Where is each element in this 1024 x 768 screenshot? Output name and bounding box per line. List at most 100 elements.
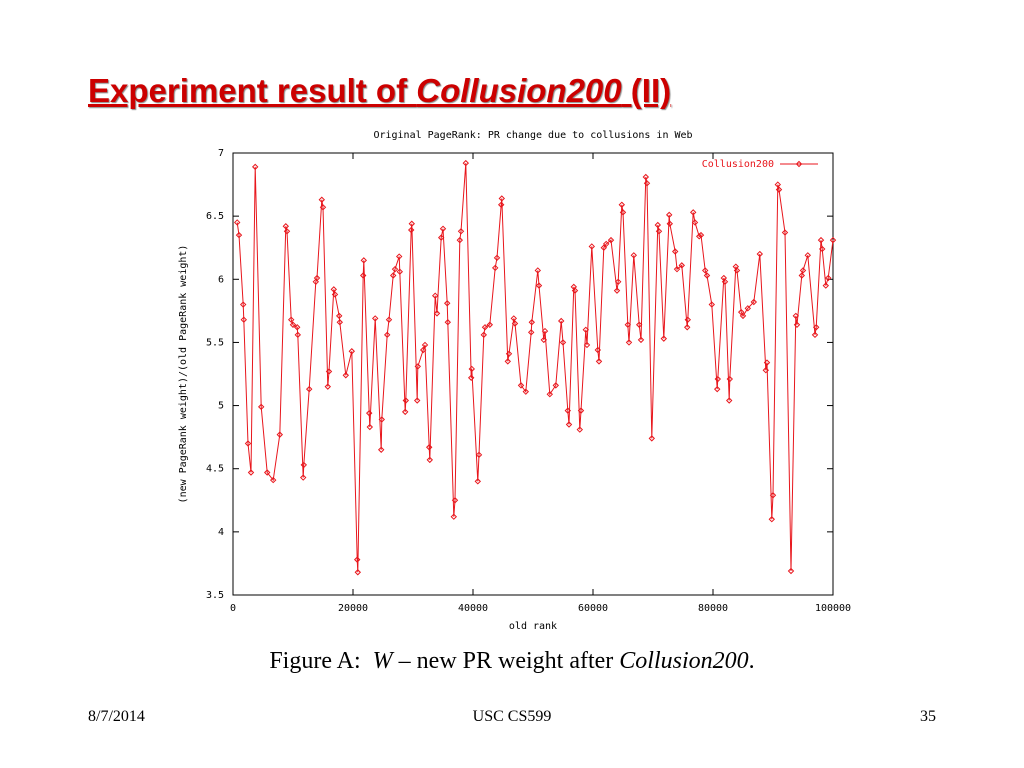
point-marker <box>240 316 248 323</box>
point-marker <box>331 291 339 298</box>
point-marker <box>643 180 651 187</box>
point-marker <box>527 329 535 336</box>
point-marker <box>481 324 489 331</box>
point-marker <box>701 267 709 274</box>
point-marker <box>618 201 626 208</box>
point-marker <box>726 375 734 383</box>
point-marker <box>444 319 452 326</box>
point-marker <box>678 262 686 269</box>
point-marker <box>475 451 483 459</box>
point-marker <box>359 272 367 279</box>
point-marker <box>583 341 591 349</box>
point-marker <box>733 267 741 274</box>
point-marker <box>342 372 350 379</box>
point-marker <box>713 385 721 393</box>
point-marker <box>624 321 632 328</box>
point-marker <box>378 416 386 423</box>
y-tick-label: 5 <box>218 401 224 412</box>
legend-label: Collusion200 <box>702 159 774 170</box>
point-marker <box>498 195 506 202</box>
point-marker <box>414 363 422 370</box>
y-tick-label: 7 <box>218 148 224 159</box>
point-marker <box>443 300 451 307</box>
point-marker <box>426 456 434 464</box>
point-marker <box>683 324 691 331</box>
point-marker <box>739 312 747 320</box>
point-marker <box>594 346 602 354</box>
point-marker <box>756 250 764 258</box>
point-marker <box>450 513 458 520</box>
point-marker <box>319 204 327 211</box>
point-marker <box>708 301 716 308</box>
footer-date: 8/7/2014 <box>88 708 145 725</box>
point-marker <box>247 469 255 476</box>
y-tick-label: 4.5 <box>206 464 224 475</box>
point-marker <box>437 234 445 241</box>
caption-var: W <box>372 648 393 674</box>
point-marker <box>263 469 271 476</box>
point-marker <box>371 315 379 322</box>
point-marker <box>775 186 783 193</box>
point-marker <box>251 163 259 171</box>
point-marker <box>818 245 826 253</box>
point-marker <box>535 282 543 289</box>
point-marker <box>768 516 776 523</box>
point-marker <box>697 231 705 239</box>
title-end: (II) <box>621 72 672 109</box>
point-marker <box>546 390 554 398</box>
point-marker <box>769 492 777 499</box>
point-marker <box>276 431 284 438</box>
point-marker <box>600 244 608 251</box>
point-marker <box>318 196 326 203</box>
point-marker <box>433 310 441 317</box>
point-marker <box>781 229 789 236</box>
footer-course: USC CS599 <box>472 708 552 725</box>
point-marker <box>787 567 795 575</box>
point-marker <box>391 265 399 273</box>
x-tick-label: 80000 <box>698 603 728 614</box>
point-marker <box>660 335 668 342</box>
plot-frame <box>232 152 834 596</box>
x-tick-label: 0 <box>230 603 236 614</box>
point-marker <box>812 324 820 331</box>
point-marker <box>366 423 374 431</box>
point-marker <box>486 321 494 328</box>
point-marker <box>625 339 633 346</box>
point-marker <box>665 211 673 219</box>
caption-italic: Collusion200 <box>619 648 749 674</box>
point-marker <box>383 331 391 339</box>
point-marker <box>798 272 806 279</box>
y-tick-label: 6.5 <box>206 211 224 222</box>
title-italic: Collusion200 <box>416 72 622 109</box>
point-marker <box>630 252 638 259</box>
point-marker <box>703 272 711 279</box>
point-marker <box>468 365 476 373</box>
point-marker <box>305 385 313 393</box>
point-marker <box>510 315 518 322</box>
point-marker <box>402 397 410 404</box>
point-marker <box>824 274 832 282</box>
point-marker <box>407 226 415 234</box>
point-marker <box>648 435 656 442</box>
point-marker <box>613 287 621 294</box>
point-marker <box>431 292 439 299</box>
y-axis-label: (new PageRank weight)/(old PageRank weig… <box>178 245 189 504</box>
point-marker <box>725 397 733 404</box>
point-marker <box>325 368 333 375</box>
point-marker <box>451 497 459 504</box>
point-marker <box>474 478 482 485</box>
point-marker <box>793 321 801 328</box>
point-marker <box>330 286 338 293</box>
slide-title: Experiment result of Collusion200 (II) <box>88 72 671 110</box>
point-marker <box>552 382 560 389</box>
point-marker <box>313 274 321 282</box>
point-marker <box>467 374 475 381</box>
point-marker <box>233 219 241 226</box>
point-marker <box>239 301 247 308</box>
point-marker <box>354 569 362 576</box>
point-marker <box>385 316 393 323</box>
point-marker <box>595 358 603 365</box>
point-marker <box>655 228 663 235</box>
